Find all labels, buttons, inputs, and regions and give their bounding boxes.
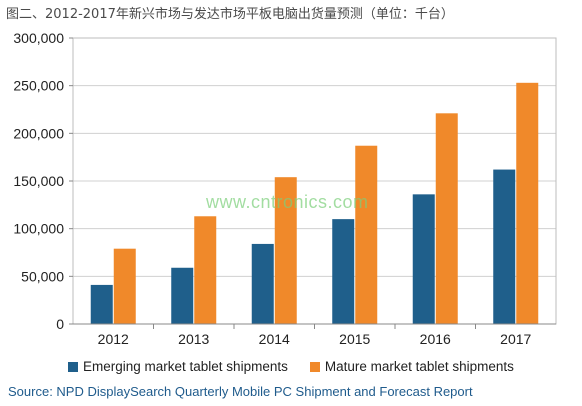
y-tick-label: 300,000 (13, 30, 64, 46)
bar-emerging (493, 169, 516, 324)
x-tick-label: 2015 (339, 331, 370, 347)
y-tick-label: 0 (56, 316, 64, 332)
y-tick-label: 250,000 (13, 78, 64, 94)
axes (69, 37, 557, 329)
bar-mature (435, 113, 458, 325)
legend-item-emerging: Emerging market tablet shipments (68, 359, 288, 374)
legend-item-mature: Mature market tablet shipments (309, 359, 514, 374)
bar-mature (113, 248, 136, 324)
bar-emerging (90, 284, 113, 324)
tick-labels: 0 50,000 100,000 150,000 200,000 250,000 300,0… (13, 30, 531, 347)
bar-mature (194, 216, 217, 324)
x-tick-label: 2014 (259, 331, 290, 347)
legend-swatch-emerging (68, 361, 78, 372)
x-tick-label: 2013 (178, 331, 209, 347)
y-tick-label: 50,000 (21, 268, 64, 284)
chart-title: 图二、2012-2017年新兴市场与发达市场平板电脑出货量预测（单位：千台） (6, 7, 454, 22)
bar-mature (274, 177, 297, 324)
legend-label-emerging: Emerging market tablet shipments (83, 359, 288, 374)
x-tick-label: 2012 (98, 331, 129, 347)
bar-mature (355, 145, 378, 324)
grid-lines (73, 85, 556, 277)
bars (90, 82, 539, 325)
bar-emerging (251, 243, 274, 324)
watermark: www.cntronics.com (206, 192, 369, 212)
bar-mature (516, 82, 539, 324)
legend-swatch-mature (309, 361, 320, 372)
source-note: Source: NPD DisplaySearch Quarterly Mobi… (8, 384, 473, 399)
x-tick-label: 2017 (500, 331, 531, 347)
y-tick-label: 200,000 (13, 125, 64, 141)
bar-emerging (412, 194, 435, 324)
legend: Emerging market tablet shipments Mature … (68, 359, 514, 374)
y-tick-label: 150,000 (13, 173, 64, 189)
x-tick-label: 2016 (420, 331, 451, 347)
bar-emerging (171, 267, 194, 324)
y-tick-label: 100,000 (13, 221, 64, 237)
legend-label-mature: Mature market tablet shipments (324, 359, 514, 374)
bar-emerging (332, 219, 355, 324)
